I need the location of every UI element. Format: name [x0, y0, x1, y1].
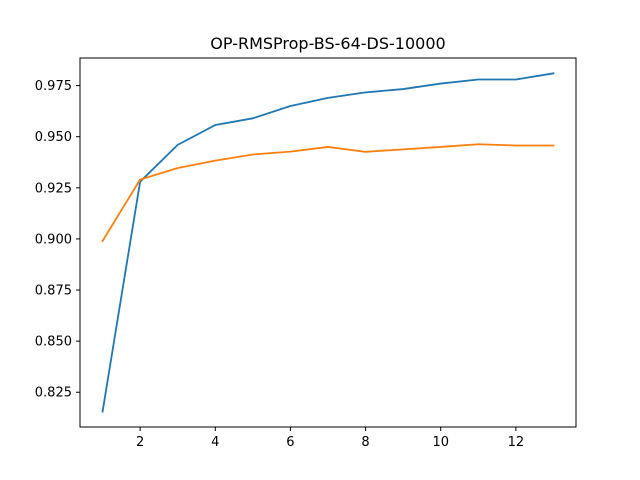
x-tick-label: 8: [361, 435, 369, 450]
y-tick-label: 0.875: [35, 284, 72, 299]
y-tick-label: 0.900: [35, 232, 72, 247]
x-tick-label: 6: [286, 435, 294, 450]
series-line-2: [101, 143, 555, 243]
series-line-1: [101, 72, 555, 413]
y-tick-label: 0.850: [35, 335, 72, 350]
y-tick-label: 0.825: [35, 386, 72, 401]
x-tick-label: 4: [211, 435, 219, 450]
x-tick-label: 12: [508, 435, 525, 450]
x-tick-label: 10: [432, 435, 449, 450]
chart-title: OP-RMSProp-BS-64-DS-10000: [210, 34, 445, 53]
series-layer: [101, 72, 555, 413]
y-tick-label: 0.925: [35, 181, 72, 196]
x-tick-label: 2: [136, 435, 144, 450]
axes-layer: 2 4 6 8 10 12 0.825 0.850 0.875 0.900 0.925 0.950 0.…: [35, 57, 577, 450]
y-tick-label: 0.975: [35, 79, 72, 94]
y-tick-label: 0.950: [35, 130, 72, 145]
plot-frame: [79, 57, 577, 428]
